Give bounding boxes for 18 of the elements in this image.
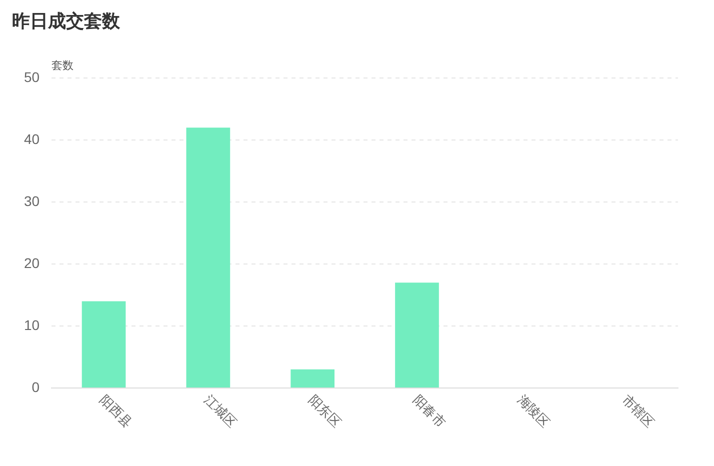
x-tick-label: 阳东区	[306, 392, 344, 430]
y-axis-title: 套数	[52, 60, 74, 72]
y-tick-label: 30	[24, 192, 40, 209]
y-tick-label: 0	[32, 378, 40, 395]
bar	[290, 369, 335, 388]
bar	[82, 301, 126, 388]
y-tick-label: 40	[24, 130, 40, 147]
chart-title: 昨日成交套数	[12, 10, 121, 31]
bar	[395, 282, 439, 388]
x-tick-label: 市辖区	[619, 392, 658, 430]
y-tick-label: 10	[24, 316, 40, 333]
y-tick-label: 50	[24, 68, 40, 85]
x-tick-label: 江城区	[202, 392, 240, 430]
x-tick-label: 阳西县	[97, 392, 136, 430]
bar	[186, 128, 230, 388]
y-tick-label: 20	[24, 254, 40, 271]
x-tick-label: 海陵区	[514, 392, 553, 430]
x-tick-label: 阳春市	[410, 392, 449, 430]
